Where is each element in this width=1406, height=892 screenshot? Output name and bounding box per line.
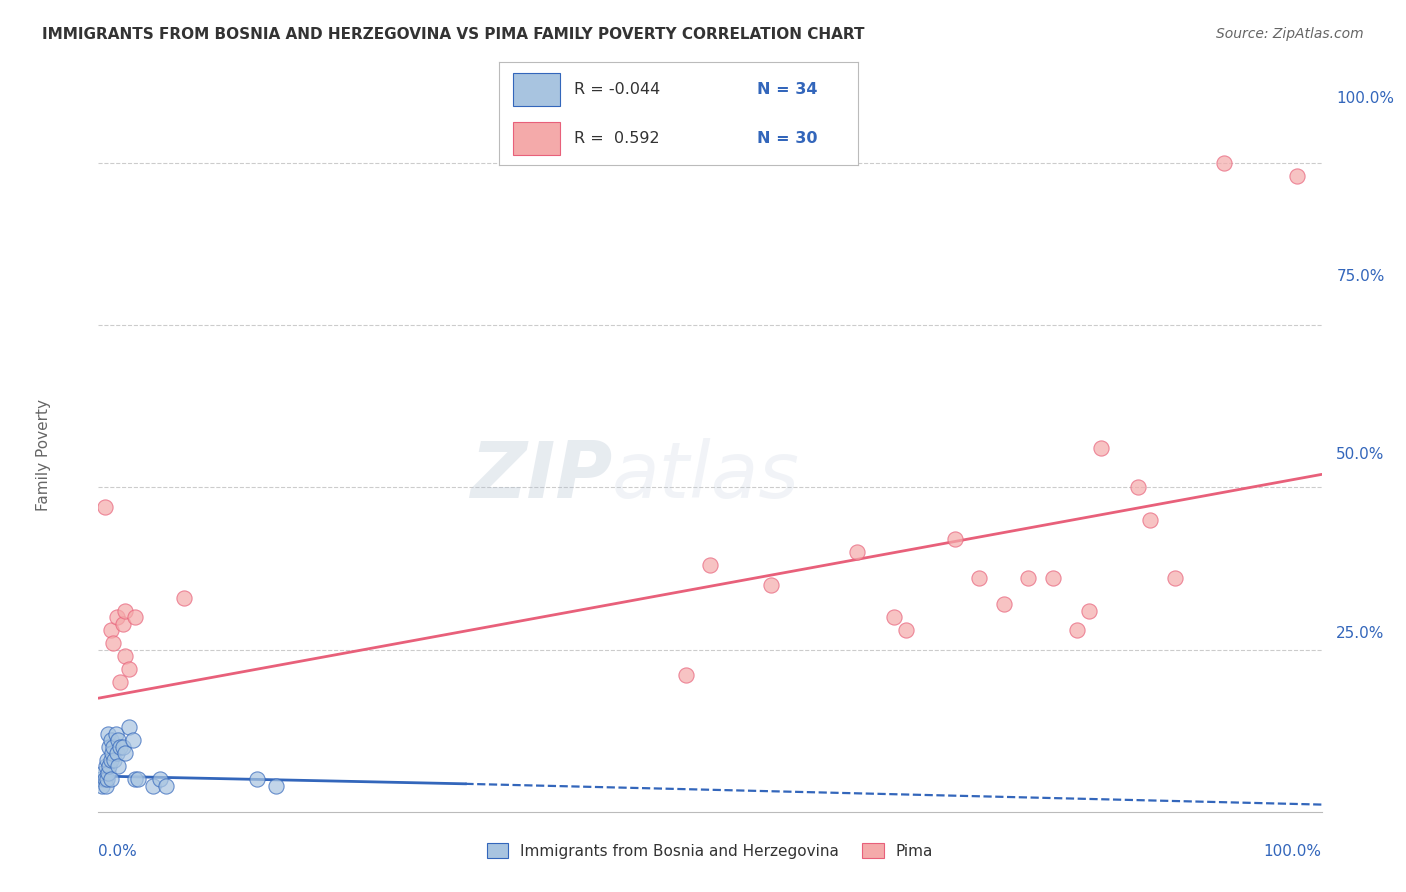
Point bbox=[943, 533, 966, 547]
FancyBboxPatch shape bbox=[513, 122, 560, 155]
Point bbox=[675, 668, 697, 682]
Text: 0.0%: 0.0% bbox=[98, 844, 138, 859]
Point bbox=[94, 779, 117, 793]
Point bbox=[124, 772, 146, 787]
Point bbox=[114, 604, 136, 618]
Text: R = -0.044: R = -0.044 bbox=[575, 81, 661, 96]
Point bbox=[155, 779, 177, 793]
Text: IMMIGRANTS FROM BOSNIA AND HERZEGOVINA VS PIMA FAMILY POVERTY CORRELATION CHART: IMMIGRANTS FROM BOSNIA AND HERZEGOVINA V… bbox=[42, 27, 865, 42]
Point bbox=[246, 772, 269, 787]
Point bbox=[91, 765, 114, 780]
FancyBboxPatch shape bbox=[513, 73, 560, 105]
Point bbox=[118, 720, 141, 734]
Point bbox=[114, 747, 136, 761]
Point bbox=[845, 545, 868, 559]
Point bbox=[761, 577, 783, 591]
Point bbox=[101, 739, 124, 754]
Point bbox=[1128, 480, 1150, 494]
Point bbox=[105, 747, 128, 761]
Point bbox=[142, 779, 165, 793]
Point bbox=[104, 727, 127, 741]
Point bbox=[124, 610, 146, 624]
Point bbox=[1164, 571, 1187, 585]
Text: Source: ZipAtlas.com: Source: ZipAtlas.com bbox=[1216, 27, 1364, 41]
Point bbox=[264, 779, 287, 793]
Point bbox=[149, 772, 172, 787]
Point bbox=[93, 500, 115, 514]
Point bbox=[96, 753, 118, 767]
Point bbox=[1090, 442, 1112, 456]
Text: 100.0%: 100.0% bbox=[1264, 844, 1322, 859]
Text: N = 30: N = 30 bbox=[758, 131, 818, 146]
Point bbox=[91, 779, 114, 793]
Point bbox=[110, 739, 132, 754]
Text: ZIP: ZIP bbox=[470, 438, 612, 515]
Text: Family Poverty: Family Poverty bbox=[37, 399, 51, 511]
Point bbox=[111, 739, 134, 754]
Point bbox=[883, 610, 905, 624]
Point bbox=[121, 733, 143, 747]
Point bbox=[127, 772, 149, 787]
Point bbox=[967, 571, 990, 585]
Point bbox=[1017, 571, 1039, 585]
Point bbox=[93, 772, 115, 787]
Point bbox=[1139, 513, 1161, 527]
Point bbox=[1078, 604, 1101, 618]
Text: R =  0.592: R = 0.592 bbox=[575, 131, 659, 146]
Point bbox=[94, 759, 117, 773]
Text: 75.0%: 75.0% bbox=[1336, 269, 1385, 284]
Legend: Immigrants from Bosnia and Herzegovina, Pima: Immigrants from Bosnia and Herzegovina, … bbox=[481, 837, 939, 864]
Point bbox=[111, 616, 134, 631]
Point bbox=[1066, 623, 1088, 637]
Point bbox=[97, 765, 120, 780]
Text: 25.0%: 25.0% bbox=[1336, 626, 1385, 640]
Point bbox=[699, 558, 721, 573]
Point bbox=[96, 772, 118, 787]
Text: atlas: atlas bbox=[612, 438, 800, 515]
Point bbox=[1042, 571, 1064, 585]
Text: 50.0%: 50.0% bbox=[1336, 448, 1385, 462]
Point bbox=[98, 759, 121, 773]
Point bbox=[1286, 169, 1309, 183]
Point bbox=[107, 733, 129, 747]
Point bbox=[173, 591, 195, 605]
Point bbox=[114, 648, 136, 663]
Point bbox=[100, 753, 122, 767]
Point bbox=[110, 675, 132, 690]
Point bbox=[98, 739, 121, 754]
Point bbox=[97, 727, 120, 741]
Point bbox=[107, 759, 129, 773]
Point bbox=[100, 623, 122, 637]
Text: 100.0%: 100.0% bbox=[1336, 91, 1395, 105]
Point bbox=[100, 772, 122, 787]
Point bbox=[993, 597, 1015, 611]
Point bbox=[103, 753, 125, 767]
Point bbox=[101, 636, 124, 650]
Text: N = 34: N = 34 bbox=[758, 81, 818, 96]
Point bbox=[100, 733, 122, 747]
Point bbox=[101, 747, 124, 761]
Point bbox=[90, 772, 112, 787]
Point bbox=[1212, 156, 1234, 170]
Point bbox=[105, 610, 128, 624]
Point bbox=[118, 662, 141, 676]
Point bbox=[894, 623, 917, 637]
